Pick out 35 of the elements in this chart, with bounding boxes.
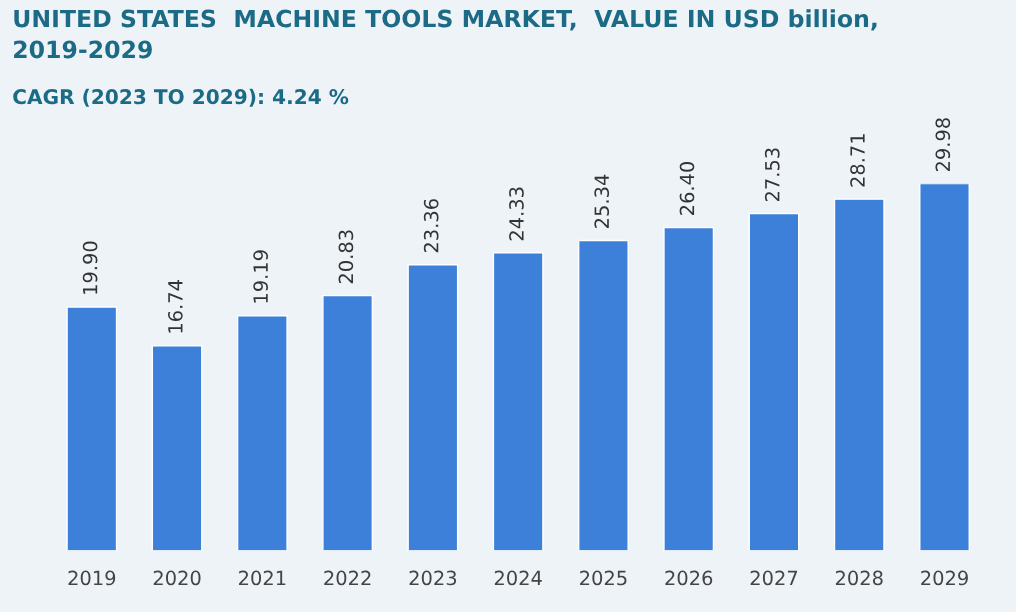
data-label: 25.34 (594, 174, 610, 228)
bar (151, 345, 203, 551)
bar (919, 183, 970, 551)
x-tick-label: 2029 (921, 570, 968, 586)
data-label: 26.40 (679, 161, 695, 215)
bar (66, 306, 118, 551)
bar (492, 252, 544, 551)
data-label: 19.90 (82, 241, 98, 294)
data-label: 29.98 (935, 118, 951, 172)
data-label: 24.33 (509, 187, 524, 241)
data-label: 20.83 (338, 230, 354, 284)
x-tick-label: 2026 (665, 570, 713, 586)
bar (578, 239, 629, 551)
data-label: 16.74 (168, 280, 183, 333)
bar (663, 226, 715, 551)
bar (407, 263, 459, 551)
chart-title: UNITED STATES MACHINE TOOLS MARKET, VALUE IN USD billion, 2019-2029 (14, 9, 877, 59)
data-label: 27.53 (764, 148, 780, 202)
data-label: 28.71 (850, 134, 865, 187)
bar (322, 294, 374, 551)
bar (748, 212, 800, 551)
chart-subtitle: CAGR (2023 TO 2029): 4.24 % (13, 88, 349, 107)
x-tick-label: 2025 (580, 570, 627, 586)
x-tick-label: 2024 (494, 570, 542, 586)
x-tick-label: 2020 (153, 570, 201, 586)
x-tick-label: 2019 (68, 570, 116, 586)
x-tick-label: 2021 (239, 570, 286, 586)
bar (236, 315, 288, 551)
bar (833, 198, 885, 551)
x-tick-label: 2028 (835, 570, 883, 586)
data-label: 23.36 (423, 199, 439, 253)
x-tick-label: 2022 (324, 570, 371, 586)
x-tick-label: 2023 (409, 570, 457, 586)
x-tick-label: 2027 (750, 570, 798, 586)
data-label: 19.19 (253, 250, 268, 303)
